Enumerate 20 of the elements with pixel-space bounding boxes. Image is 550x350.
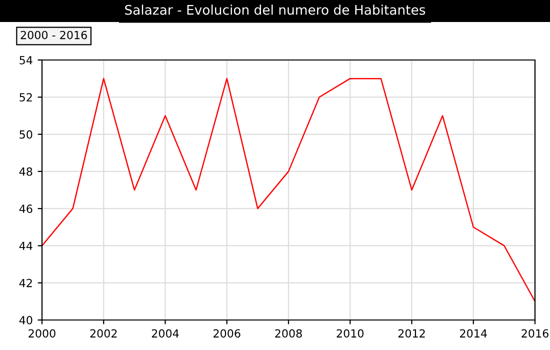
y-tick-label: 54 [20,56,32,64]
x-tick-label: 2002 [90,329,117,338]
y-tick-label: 44 [19,242,32,250]
y-tick-label: 48 [19,167,32,176]
x-tick-label: 2014 [460,329,487,338]
x-tick-label: 2016 [522,329,548,338]
x-tick-label: 2012 [398,329,425,338]
x-tick-label: 2008 [275,329,302,338]
y-tick-label: 50 [20,130,32,139]
y-tick-label: 40 [19,316,32,324]
y-tick-label: 42 [19,278,32,288]
x-tick-label: 2010 [336,329,364,338]
y-tick-label: 52 [20,93,32,102]
x-tick-label: 2000 [28,329,56,338]
y-tick-label: 46 [19,204,32,213]
x-tick-label: 2004 [152,329,179,338]
text: 2000 - 2016 [20,30,87,40]
x-tick-label: 2006 [214,329,240,338]
line-series [42,78,535,302]
chart-title: Salazar - Evolucion del numero de Habitantes [125,4,426,15]
